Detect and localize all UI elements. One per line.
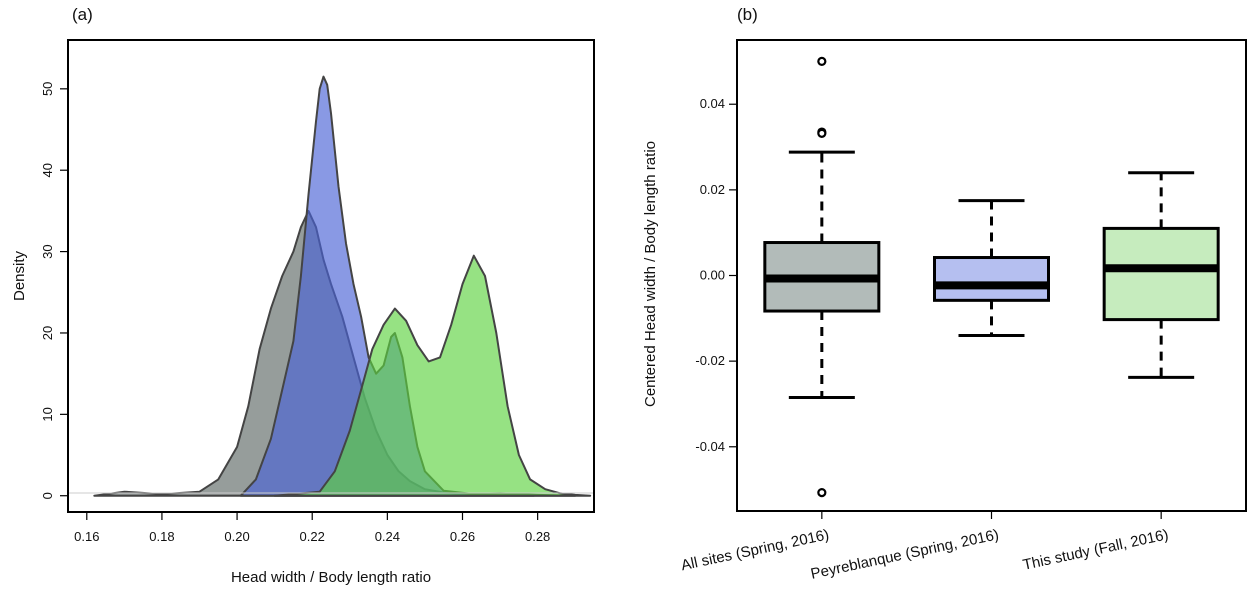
panel-a-plot-frame xyxy=(67,39,595,513)
y-tick-label: 0 xyxy=(40,492,55,499)
y-tick-label: 0.00 xyxy=(700,268,725,283)
box-iqr xyxy=(933,256,1050,302)
boxplot-group xyxy=(1102,171,1220,379)
panel-a-x-title: Head width / Body length ratio xyxy=(231,569,431,586)
panel-a-y-title: Density xyxy=(11,250,28,301)
density-area-green xyxy=(273,254,592,497)
panel-a-y-axis: 0 10 20 30 40 50 xyxy=(40,82,68,499)
panel-a-density-curves xyxy=(93,75,592,497)
panel-b-y-title: Centered Head width / Body length ratio xyxy=(642,141,659,407)
x-tick-label: 0.20 xyxy=(224,529,249,544)
x-tick-label: 0.22 xyxy=(300,529,325,544)
panel-a-x-axis: 0.16 0.18 0.20 0.22 0.24 0.26 0.28 xyxy=(74,512,550,544)
x-tick-label: 0.16 xyxy=(74,529,99,544)
x-tick-label: 0.24 xyxy=(375,529,400,544)
y-tick-label: 20 xyxy=(40,326,55,340)
panel-b-boxplots xyxy=(763,56,1220,498)
category-label: This study (Fall, 2016) xyxy=(1021,526,1170,573)
y-tick-label: -0.02 xyxy=(695,353,725,368)
y-tick-label: 10 xyxy=(40,407,55,421)
x-tick-label: 0.26 xyxy=(450,529,475,544)
panel-b: (b) -0.04 -0.02 0.00 0.02 0.04 All sites (Sp… xyxy=(642,5,1247,583)
category-label: Peyreblanque (Spring, 2016) xyxy=(809,526,1000,583)
y-tick-label: 0.02 xyxy=(700,182,725,197)
outlier-point xyxy=(817,128,827,138)
y-tick-label: 50 xyxy=(40,82,55,96)
panel-b-y-axis: -0.04 -0.02 0.00 0.02 0.04 xyxy=(695,96,737,454)
category-label: All sites (Spring, 2016) xyxy=(680,526,831,574)
panel-a: (a) 0.16 0.18 0.20 0.22 0.24 0.26 0.28 0 10 20 30… xyxy=(11,5,595,586)
y-tick-label: 30 xyxy=(40,244,55,258)
outlier-point xyxy=(817,487,827,498)
x-tick-label: 0.28 xyxy=(525,529,550,544)
panel-b-label: (b) xyxy=(737,5,758,24)
box-iqr xyxy=(1102,226,1220,322)
y-tick-label: -0.04 xyxy=(695,439,725,454)
panel-b-x-axis: All sites (Spring, 2016)Peyreblanque (Sp… xyxy=(680,511,1170,583)
y-tick-label: 0.04 xyxy=(700,96,725,111)
boxplot-group xyxy=(763,56,881,498)
boxplot-group xyxy=(933,199,1050,337)
outlier-point xyxy=(817,56,827,67)
y-tick-label: 40 xyxy=(40,163,55,177)
x-tick-label: 0.18 xyxy=(149,529,174,544)
panel-a-label: (a) xyxy=(72,5,93,24)
